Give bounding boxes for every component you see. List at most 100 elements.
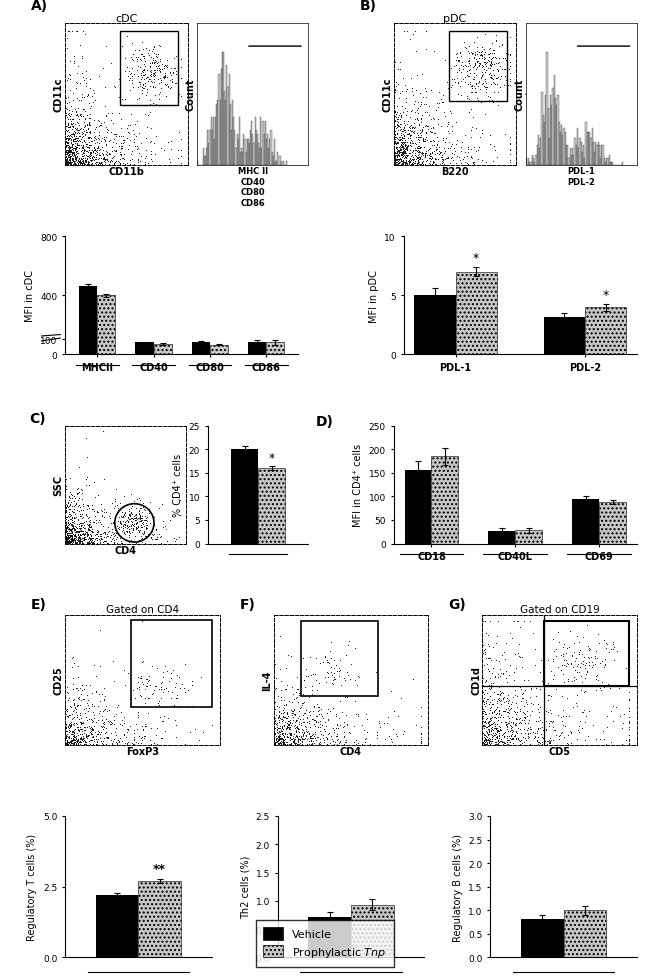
Point [306, 730, 316, 745]
Point [478, 725, 488, 741]
Point [481, 56, 491, 71]
Point [61, 138, 72, 153]
Point [73, 528, 84, 543]
Point [64, 145, 74, 160]
Point [141, 521, 151, 536]
Point [592, 667, 603, 683]
Point [404, 155, 415, 171]
Point [400, 95, 411, 110]
Point [160, 77, 170, 93]
Point [146, 65, 157, 81]
Point [469, 69, 479, 85]
Point [274, 703, 284, 719]
Point [134, 503, 144, 519]
Point [101, 147, 112, 162]
Point [285, 733, 296, 748]
Point [512, 646, 523, 661]
Point [68, 527, 78, 542]
Point [499, 645, 510, 660]
Point [499, 735, 509, 750]
Point [508, 736, 518, 751]
Point [297, 722, 307, 738]
Point [278, 705, 288, 721]
Point [389, 152, 400, 168]
Point [158, 519, 168, 534]
Point [167, 75, 177, 91]
Point [70, 733, 80, 748]
Point [70, 737, 81, 752]
Point [83, 153, 93, 169]
Point [152, 50, 162, 65]
Point [282, 713, 293, 729]
Point [448, 60, 459, 75]
X-axis label: MHC II
CD40
CD80
CD86: MHC II CD40 CD80 CD86 [238, 167, 268, 207]
Point [78, 70, 88, 86]
Point [545, 702, 555, 718]
Point [190, 722, 200, 738]
Point [270, 735, 280, 750]
Point [287, 703, 298, 719]
Point [269, 718, 280, 734]
Point [330, 672, 340, 688]
Point [508, 724, 519, 740]
Bar [603, 146, 604, 166]
Point [278, 734, 289, 749]
Bar [580, 143, 582, 166]
Point [396, 157, 406, 173]
Point [341, 707, 352, 723]
Point [412, 112, 423, 128]
Point [77, 511, 87, 527]
Point [64, 95, 74, 110]
Point [408, 143, 418, 158]
Point [125, 506, 136, 522]
Point [116, 517, 126, 532]
Point [140, 512, 150, 528]
Point [590, 657, 600, 672]
Point [78, 122, 88, 138]
Point [430, 157, 440, 173]
Point [61, 529, 72, 544]
Point [533, 735, 543, 750]
Point [429, 139, 439, 154]
Point [101, 720, 111, 736]
Point [82, 534, 92, 550]
Point [339, 670, 349, 686]
Point [311, 651, 321, 666]
Point [309, 712, 319, 728]
Point [120, 736, 131, 751]
Point [69, 696, 79, 711]
Point [390, 153, 400, 169]
Point [88, 737, 99, 752]
Point [478, 701, 488, 716]
Point [524, 729, 534, 744]
Point [481, 155, 491, 171]
Point [393, 135, 404, 150]
Point [496, 666, 506, 682]
Point [135, 688, 145, 703]
Point [62, 728, 72, 743]
Point [390, 149, 400, 165]
Point [409, 156, 419, 172]
Point [579, 660, 590, 676]
Point [624, 701, 634, 716]
Point [335, 735, 345, 750]
Point [81, 155, 91, 171]
Point [128, 53, 138, 68]
Point [63, 23, 73, 39]
Bar [583, 146, 584, 166]
Point [424, 108, 435, 124]
Point [521, 695, 531, 710]
Point [92, 141, 103, 156]
Point [85, 101, 96, 116]
Point [279, 717, 289, 733]
Point [88, 95, 99, 110]
Point [77, 532, 88, 548]
Point [127, 683, 138, 699]
Point [576, 668, 586, 684]
Point [81, 528, 92, 543]
Point [67, 724, 77, 740]
Point [82, 450, 92, 466]
Point [491, 653, 501, 668]
Point [274, 729, 285, 744]
Point [172, 687, 182, 702]
